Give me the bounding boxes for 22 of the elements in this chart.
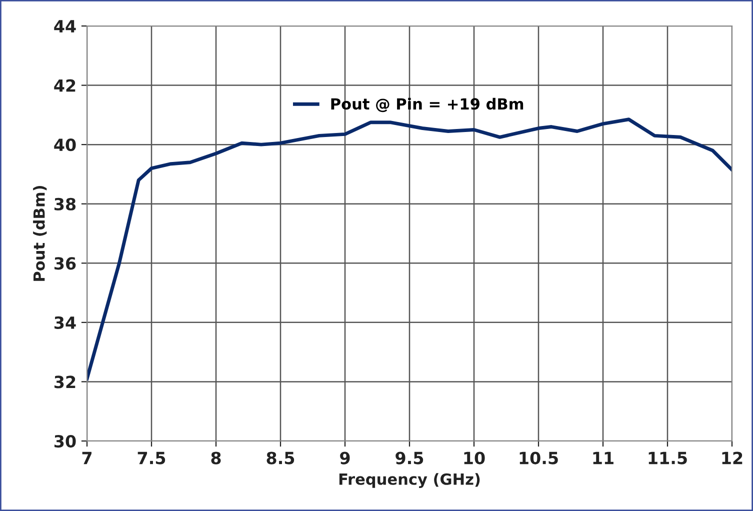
y-tick-label: 30 bbox=[54, 434, 76, 448]
y-tick-label: 40 bbox=[54, 138, 76, 152]
x-tick-label: 12 bbox=[722, 452, 742, 464]
x-tick-label: 8 bbox=[211, 452, 221, 464]
x-tick-label: 9.5 bbox=[396, 452, 424, 464]
y-tick-label: 36 bbox=[54, 257, 76, 270]
x-tick-label: 7 bbox=[82, 452, 92, 464]
x-tick-label: 11.5 bbox=[648, 452, 687, 464]
x-tick-label: 10.5 bbox=[520, 452, 558, 464]
x-tick-label: 10 bbox=[464, 452, 485, 464]
y-tick-label: 44 bbox=[54, 20, 76, 32]
x-tick-label: 8.5 bbox=[266, 452, 294, 464]
x-tick-label: 7.5 bbox=[138, 452, 166, 464]
y-axis-title: Pout (dBm) bbox=[33, 186, 47, 281]
x-tick-label: 9 bbox=[340, 452, 350, 464]
y-tick-label: 38 bbox=[54, 198, 76, 210]
x-axis-title: Frequency (GHz) bbox=[339, 473, 480, 488]
x-tick-label: 11 bbox=[593, 452, 614, 464]
y-tick-label: 32 bbox=[54, 376, 76, 388]
line-series bbox=[87, 118, 732, 380]
y-tick-label: 34 bbox=[54, 316, 76, 329]
y-tick-label: 42 bbox=[54, 79, 76, 92]
